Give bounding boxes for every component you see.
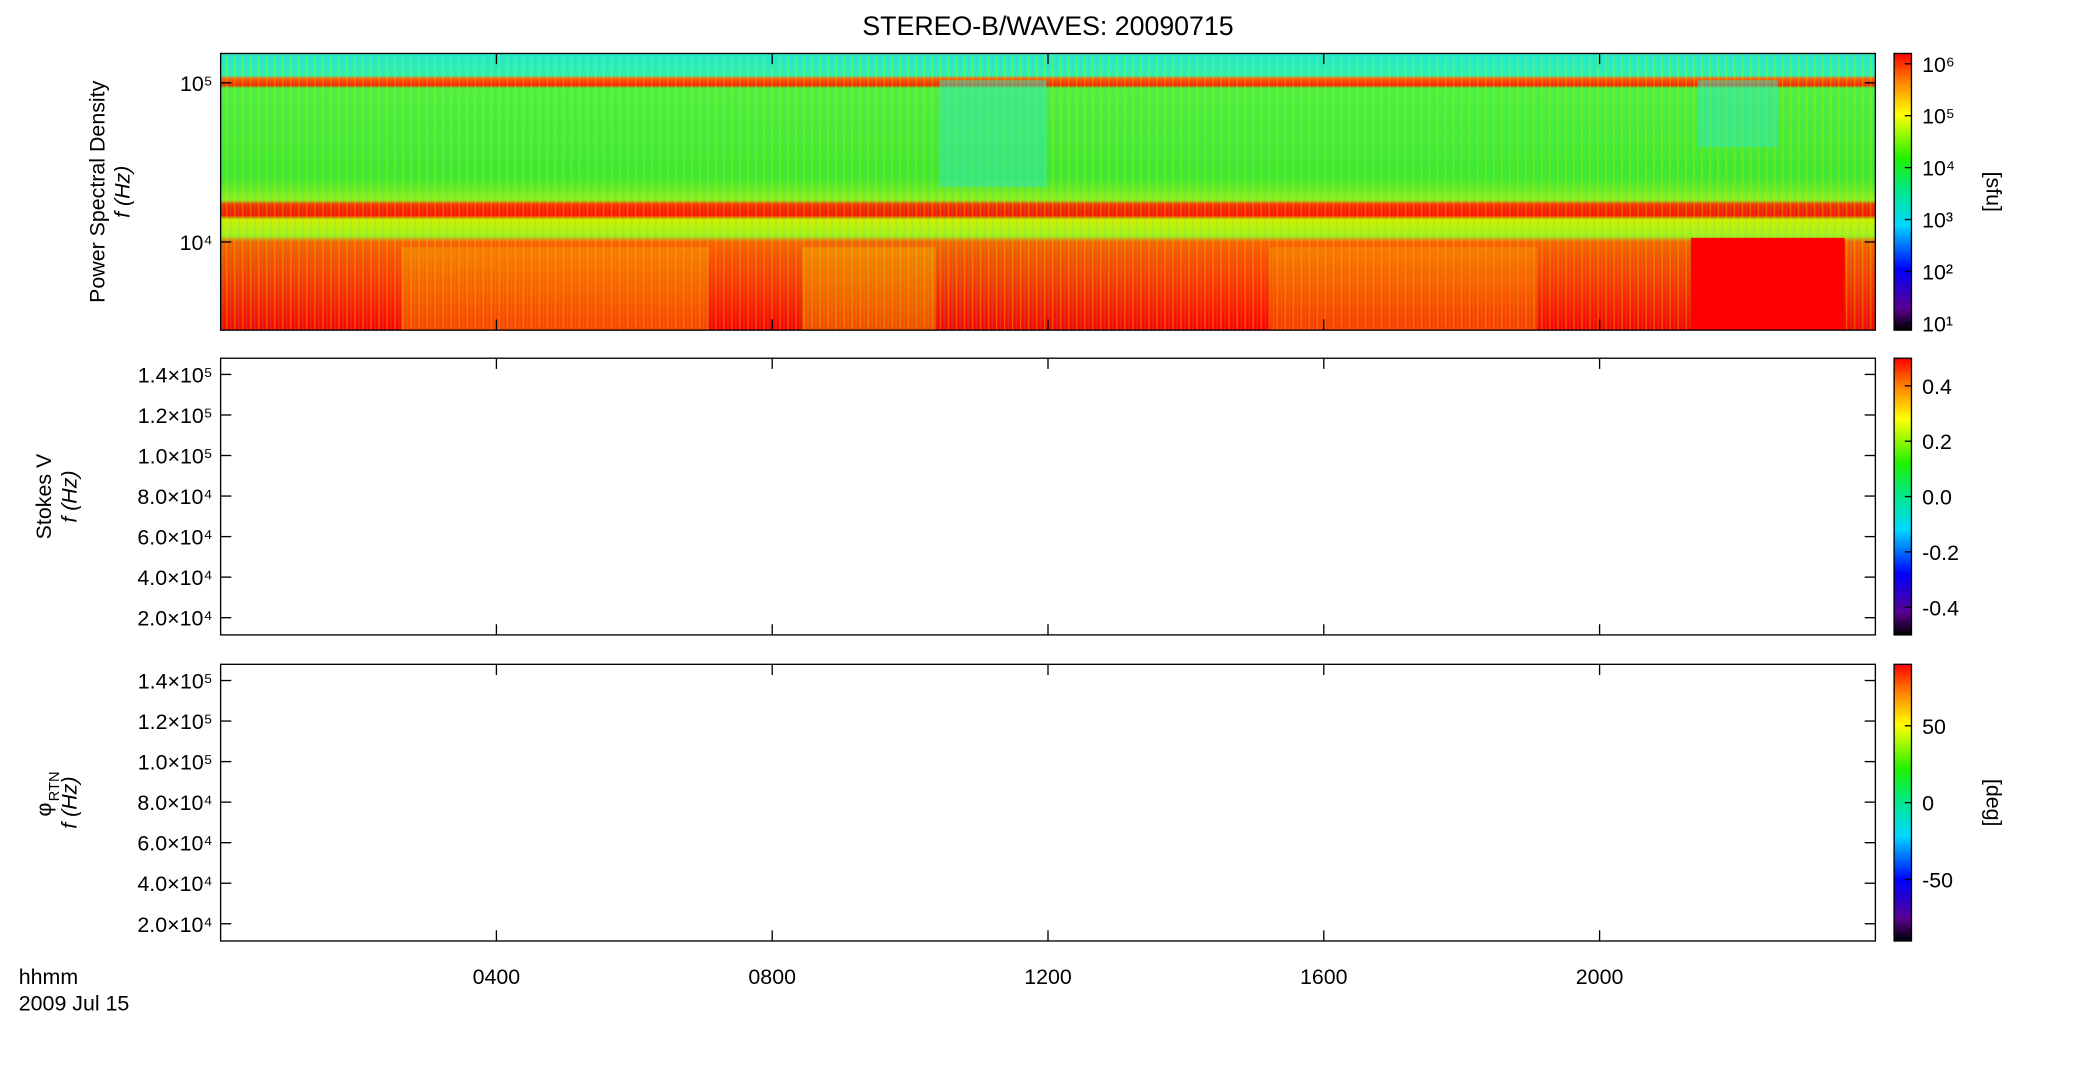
y-axis-label: f (Hz) bbox=[111, 166, 135, 218]
x-tick-label: 0400 bbox=[473, 965, 521, 989]
colorbar-tick-label: -0.2 bbox=[1922, 541, 1959, 565]
y-tick-label: 4.0×10⁴ bbox=[137, 566, 212, 590]
y-tick-label: 8.0×10⁴ bbox=[137, 791, 212, 815]
plot-frame bbox=[219, 663, 1877, 942]
colorbar-tick-label: 0.0 bbox=[1922, 486, 1952, 510]
colorbar-tick-label: -0.4 bbox=[1922, 596, 1959, 620]
colorbar-tick-label: 10³ bbox=[1922, 209, 1953, 233]
y-tick-label: 4.0×10⁴ bbox=[137, 872, 212, 896]
y-axis-label: f (Hz) bbox=[57, 777, 81, 829]
y-tick-label: 1.4×10⁵ bbox=[138, 363, 213, 387]
y-axis-label: Stokes V bbox=[32, 453, 56, 539]
date-label: 2009 Jul 15 bbox=[19, 991, 130, 1015]
y-tick-label: 10⁴ bbox=[180, 231, 213, 255]
y-axis-label-text: Stokes V bbox=[32, 453, 56, 539]
colorbar-label-text: [sfu] bbox=[1981, 172, 2005, 212]
y-axis-label-text: φ bbox=[32, 803, 56, 817]
colorbar-label-text: [deg] bbox=[1981, 779, 2005, 827]
x-tick-label: 1200 bbox=[1024, 965, 1072, 989]
chart-title: STEREO-B/WAVES: 20090715 bbox=[862, 11, 1233, 41]
y-axis-label-text: f (Hz) bbox=[111, 166, 135, 218]
colorbar-tick-label: 0 bbox=[1922, 792, 1934, 816]
y-tick-label: 1.2×10⁵ bbox=[138, 404, 213, 428]
y-tick-label: 6.0×10⁴ bbox=[137, 832, 212, 856]
y-tick-label: 1.0×10⁵ bbox=[138, 445, 213, 469]
x-tick-label: 1600 bbox=[1300, 965, 1348, 989]
y-axis-label: φ RTN bbox=[32, 771, 63, 816]
y-tick-label: 1.0×10⁵ bbox=[138, 751, 213, 775]
y-axis-label-text: f (Hz) bbox=[57, 777, 81, 829]
colorbar-tick-label: 10¹ bbox=[1922, 312, 1953, 336]
x-axis-label: hhmm bbox=[19, 965, 78, 989]
y-axis-label: f (Hz) bbox=[57, 470, 81, 522]
colorbar-label: [deg] bbox=[1981, 779, 2005, 827]
plot-frame bbox=[219, 357, 1877, 636]
y-axis-label-text: Power Spectral Density bbox=[85, 80, 109, 302]
colorbar-tick-label: 10⁶ bbox=[1922, 53, 1955, 77]
colorbar bbox=[1893, 52, 1913, 331]
colorbar-label: [sfu] bbox=[1981, 172, 2005, 212]
colorbar-tick-label: 50 bbox=[1922, 715, 1946, 739]
colorbar-tick-label: 10⁴ bbox=[1922, 157, 1955, 181]
x-tick-label: 0800 bbox=[748, 965, 796, 989]
colorbar-tick-label: 10² bbox=[1922, 260, 1953, 284]
y-axis-label: Power Spectral Density bbox=[85, 80, 109, 302]
y-tick-label: 10⁵ bbox=[180, 72, 213, 96]
y-tick-label: 6.0×10⁴ bbox=[137, 526, 212, 550]
y-tick-label: 2.0×10⁴ bbox=[137, 913, 212, 937]
y-tick-label: 8.0×10⁴ bbox=[137, 485, 212, 509]
y-tick-label: 1.4×10⁵ bbox=[138, 670, 213, 694]
y-tick-label: 1.2×10⁵ bbox=[138, 710, 213, 734]
colorbar-tick-label: 0.2 bbox=[1922, 430, 1952, 454]
y-axis-label-sub: RTN bbox=[47, 771, 63, 801]
colorbar-tick-label: 0.4 bbox=[1922, 375, 1952, 399]
y-axis-label-text: f (Hz) bbox=[57, 470, 81, 522]
y-tick-label: 2.0×10⁴ bbox=[137, 607, 212, 631]
spectrogram bbox=[220, 53, 1876, 331]
colorbar-tick-label: 10⁵ bbox=[1922, 105, 1955, 129]
x-tick-label: 2000 bbox=[1576, 965, 1624, 989]
colorbar-tick-label: -50 bbox=[1922, 869, 1953, 893]
